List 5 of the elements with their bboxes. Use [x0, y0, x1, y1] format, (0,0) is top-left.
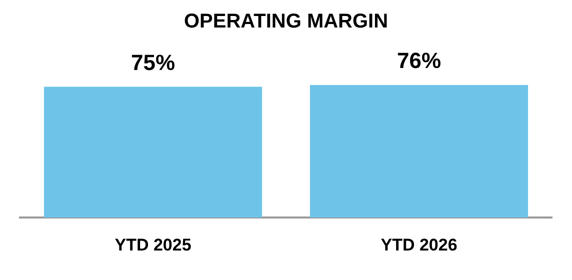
chart-title: OPERATING MARGIN [184, 10, 388, 33]
data-label: 76% [396, 48, 442, 74]
data-label: 75% [130, 50, 176, 75]
x-tick-label: YTD 2025 [114, 235, 192, 254]
x-tick-label: YTD 2026 [380, 235, 458, 254]
